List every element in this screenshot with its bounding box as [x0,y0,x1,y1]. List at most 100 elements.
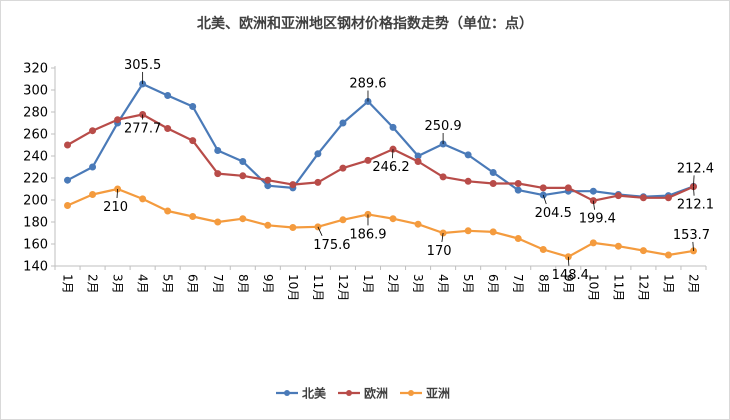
series-point-2 [464,227,472,235]
series-line-2 [67,187,694,258]
x-tick-label: 11月 [311,274,325,301]
series-point-0 [189,103,197,110]
x-tick-label: 2月 [86,274,100,294]
data-label-leader [116,188,118,199]
x-tick-label: 1月 [361,274,375,294]
series-point-1 [339,164,347,172]
x-tick-label: 4月 [436,274,450,294]
x-tick-label: 9月 [261,274,275,294]
axes: 140 160 180 200 220 240 260 280 300 320 1月 2月 3月 4月 5月… [23,62,707,301]
data-label: 212.1 [677,198,714,213]
series-point-2 [289,224,297,231]
series-point-1 [64,141,72,149]
series-point-1 [464,177,472,185]
y-tick-label: 200 [23,194,48,209]
data-label-leader [592,200,595,210]
series-point-1 [189,137,197,145]
data-label: 153.7 [673,228,710,243]
series-point-2 [514,235,522,242]
x-tick-label: 11月 [611,274,625,301]
x-tick-label: 10月 [286,274,300,301]
data-label: 289.6 [349,76,386,91]
x-tick-label: 9月 [561,274,575,294]
legend-entry: 北美 [302,386,327,401]
data-label: 204.5 [535,206,572,221]
x-tick-label: 7月 [511,274,525,294]
series-point-1 [239,172,247,180]
data-label: 246.2 [372,160,409,175]
data-label-leader [542,194,547,205]
series-point-2 [139,195,147,203]
series-point-1 [489,180,497,187]
legend-swatch-marker [408,390,414,396]
data-label-leader [693,186,695,196]
series-point-0 [489,169,497,176]
data-label: 175.6 [313,238,350,253]
x-tick-label: 7月 [211,274,225,294]
series-point-1 [614,192,622,200]
series-point-1 [514,180,522,187]
series-point-0 [64,176,72,184]
y-tick-label: 180 [23,216,48,231]
series-point-0 [339,119,347,127]
series-point-2 [389,215,397,223]
series-point-1 [414,158,422,165]
x-tick-label: 2月 [386,274,400,294]
series-point-1 [264,176,272,184]
y-tick-label: 240 [23,150,48,165]
data-label-leader [567,256,570,266]
x-tick-label: 4月 [136,274,150,294]
series-point-1 [314,178,322,186]
legend: 北美 欧洲 亚洲 [276,386,450,401]
data-label-leader [317,226,323,237]
series-point-2 [189,213,197,220]
series-point-0 [164,92,172,99]
series-point-0 [214,147,222,154]
data-label-leader [693,175,695,187]
y-tick-label: 300 [23,84,48,99]
series-point-2 [264,221,272,229]
series-point-1 [214,170,222,178]
x-tick-label: 2月 [686,274,700,294]
series-point-2 [89,191,97,198]
series-point-1 [664,194,672,202]
series-point-0 [239,158,247,165]
data-label-leader [692,241,694,251]
data-label: 250.9 [424,119,461,134]
series-point-2 [239,215,247,223]
series-line-0 [66,82,694,198]
chart-title: 北美、欧洲和亚洲地区钢材价格指数走势（单位：点） [197,15,533,32]
x-tick-label: 8月 [236,274,250,294]
series-point-1 [639,194,647,202]
x-tick-label: 10月 [586,274,600,301]
x-tick-label: 5月 [161,274,175,294]
data-label: 186.9 [349,227,386,242]
x-tick-label: 1月 [661,274,675,294]
y-tick-label: 160 [23,238,48,253]
series-line-1 [66,113,694,202]
series-point-2 [164,207,172,215]
x-tick-label: 8月 [536,274,550,294]
series-point-0 [514,186,522,194]
series-point-1 [539,184,547,192]
y-tick-label: 140 [23,260,48,275]
series-point-0 [89,163,97,171]
x-tick-label: 5月 [461,274,475,294]
y-tick-label: 260 [23,128,48,143]
data-label: 199.4 [579,212,616,227]
data-label: 212.4 [677,161,714,176]
series-point-1 [364,156,372,164]
x-tick-label: 6月 [486,274,500,294]
series-point-2 [639,247,647,255]
data-label: 148.4 [552,268,589,283]
y-tick-label: 220 [23,172,48,187]
legend-swatch-marker [284,390,290,396]
series-point-1 [564,184,572,192]
series-point-1 [289,181,297,189]
series-point-2 [489,228,497,236]
series-point-2 [614,242,622,250]
data-label: 170 [427,244,452,259]
